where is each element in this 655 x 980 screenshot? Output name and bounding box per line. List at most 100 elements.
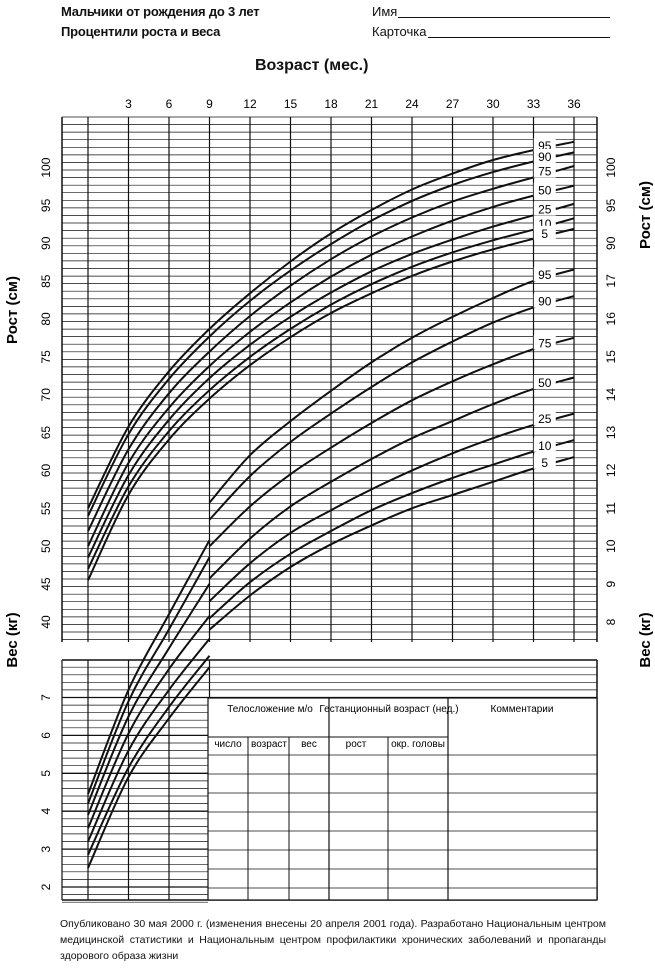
height-tick-left: 65 — [39, 426, 53, 440]
age-tick-label: 33 — [527, 97, 541, 111]
table-sub-weight: вес — [301, 739, 317, 750]
weight-percentile-label: 95 — [538, 268, 552, 282]
weight-tick-right: 16 — [604, 312, 618, 326]
age-tick-label: 21 — [365, 97, 379, 111]
birth-weight-curve-p75 — [87, 583, 211, 816]
weight-label-bg — [533, 267, 556, 282]
weight-tick-left: 7 — [39, 694, 53, 701]
height-label-bg — [533, 148, 556, 163]
table-sub-height: рост — [346, 739, 367, 750]
height-percentile-label: 90 — [538, 150, 552, 164]
record-table — [207, 697, 598, 901]
weight-percentile-label: 90 — [538, 295, 552, 309]
height-tick-left: 40 — [39, 615, 53, 629]
weight-label-bg — [533, 411, 556, 426]
height-tick-right: 95 — [604, 198, 618, 212]
height-axis-title-left: Рост (см) — [4, 276, 21, 344]
height-tick-left: 70 — [39, 388, 53, 402]
footer-note: Опубликовано 30 мая 2000 г. (изменения в… — [60, 918, 606, 962]
table-header-gest: Гестанционный возраст (нед.) — [319, 704, 458, 715]
weight-percentile-label: 25 — [538, 412, 552, 426]
weight-tick-left: 3 — [39, 845, 53, 852]
weight-tick-right: 10 — [604, 539, 618, 553]
age-tick-label: 9 — [206, 97, 213, 111]
weight-axis-title-left: Вес (кг) — [4, 612, 21, 667]
weight-curve-p5 — [208, 456, 575, 631]
age-axis-title: Возраст (мес.) — [255, 57, 369, 74]
tick-labels: 3 6 9 12 15 18 21 24 27 30 33 364045505560657075808… — [39, 97, 618, 890]
table-sub-number: число — [214, 739, 242, 750]
height-axis-title-right: Рост (см) — [637, 181, 654, 249]
height-tick-left: 85 — [39, 274, 53, 288]
weight-tick-left: 2 — [39, 883, 53, 890]
height-tick-left: 75 — [39, 350, 53, 364]
weight-curve-p10 — [208, 439, 575, 619]
height-tick-left: 80 — [39, 312, 53, 326]
height-curve-p75 — [87, 165, 575, 532]
birth-weight-curve-p5 — [87, 666, 211, 869]
weight-curve-p75 — [208, 336, 575, 547]
chart-title: Мальчики от рождения до 3 лет — [61, 4, 260, 19]
weight-label-bg — [533, 437, 556, 452]
height-label-bg — [533, 201, 556, 216]
height-percentile-label: 50 — [538, 184, 552, 198]
weight-tick-left: 5 — [39, 770, 53, 777]
height-tick-right: 90 — [604, 236, 618, 250]
table-sub-head: окр. головы — [391, 739, 445, 750]
height-tick-left: 50 — [39, 539, 53, 553]
table-header-build: Телосложение м/о — [227, 704, 313, 715]
weight-label-bg — [533, 454, 556, 469]
age-tick-label: 36 — [567, 97, 581, 111]
weight-axis-title-right: Вес (кг) — [637, 612, 654, 667]
weight-curve-p50 — [208, 376, 575, 580]
weight-percentile-label: 10 — [538, 439, 552, 453]
name-field-line[interactable] — [398, 17, 610, 18]
record-table-frame — [207, 697, 598, 901]
weight-percentile-label: 75 — [538, 336, 552, 350]
table-sub-age: возраст — [251, 739, 287, 750]
name-label: Имя — [372, 4, 398, 19]
age-tick-label: 3 — [125, 97, 132, 111]
height-tick-left: 55 — [39, 501, 53, 515]
weight-tick-right: 12 — [604, 463, 618, 477]
age-tick-label: 27 — [446, 97, 460, 111]
height-percentile-label: 25 — [538, 203, 552, 217]
age-tick-label: 12 — [243, 97, 257, 111]
birth-weight-curve-p90 — [87, 556, 211, 804]
weight-tick-left: 6 — [39, 732, 53, 739]
table-header-comments: Комментарии — [491, 704, 554, 715]
percentile-curves — [87, 140, 575, 869]
age-tick-label: 6 — [166, 97, 173, 111]
height-tick-left: 95 — [39, 198, 53, 212]
age-tick-label: 15 — [284, 97, 298, 111]
weight-tick-right: 13 — [604, 426, 618, 440]
birth-weight-curve-p50 — [87, 615, 211, 829]
height-tick-left: 100 — [39, 157, 53, 177]
height-curve-p50 — [87, 184, 575, 547]
weight-label-bg — [533, 293, 556, 308]
weight-label-bg — [533, 375, 556, 390]
height-label-bg — [533, 225, 556, 240]
age-tick-label: 18 — [324, 97, 338, 111]
weight-tick-right: 9 — [604, 580, 618, 587]
height-curve-p90 — [87, 151, 575, 517]
height-percentile-label: 5 — [541, 227, 548, 241]
section-gap — [61, 643, 598, 659]
weight-tick-right: 8 — [604, 618, 618, 625]
birth-weight-curve-p25 — [87, 638, 211, 842]
card-label: Карточка — [372, 24, 427, 39]
birth-weight-curve-p10 — [87, 655, 211, 856]
weight-tick-right: 11 — [604, 502, 618, 515]
weight-tick-right: 15 — [604, 350, 618, 364]
chart-subtitle: Процентили роста и веса — [61, 24, 221, 39]
weight-percentile-label: 50 — [538, 376, 552, 390]
height-tick-right: 100 — [604, 157, 618, 177]
card-field-line[interactable] — [428, 37, 610, 38]
height-curve-p10 — [87, 217, 575, 570]
height-curve-p25 — [87, 202, 575, 559]
weight-curve-p25 — [208, 412, 575, 602]
height-label-bg — [533, 182, 556, 197]
weight-curve-p95 — [208, 268, 575, 504]
